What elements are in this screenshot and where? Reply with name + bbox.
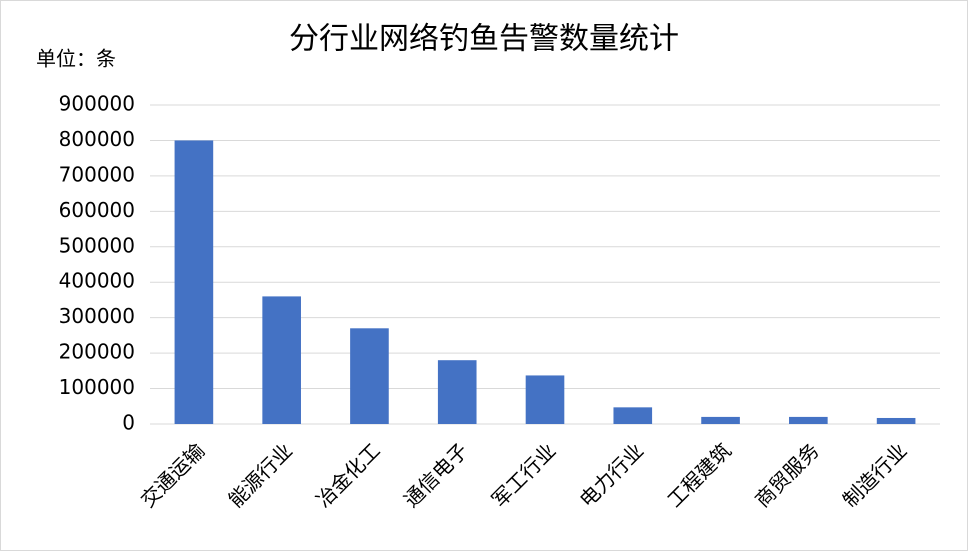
bar: [701, 416, 740, 424]
bar: [174, 140, 214, 424]
y-tick-label: 100000: [59, 375, 135, 399]
y-tick-label: 300000: [59, 304, 135, 328]
bar: [525, 375, 565, 424]
y-tick-label: 200000: [59, 340, 135, 364]
bar: [876, 417, 916, 424]
chart-title: 分行业网络钓鱼告警数量统计: [289, 22, 679, 57]
bar: [789, 416, 828, 424]
bar: [613, 407, 653, 424]
y-tick-label: 900000: [59, 92, 135, 116]
y-tick-label: 600000: [59, 198, 135, 222]
bar: [262, 296, 301, 424]
y-tick-label: 800000: [59, 127, 135, 151]
y-tick-label: 400000: [59, 269, 135, 293]
y-tick-label: 0: [122, 411, 135, 435]
y-tick-label: 500000: [59, 233, 135, 257]
y-axis-label: 单位：条: [36, 47, 116, 71]
y-tick-label: 700000: [59, 162, 135, 186]
bar: [437, 360, 477, 424]
bar: [350, 328, 389, 424]
